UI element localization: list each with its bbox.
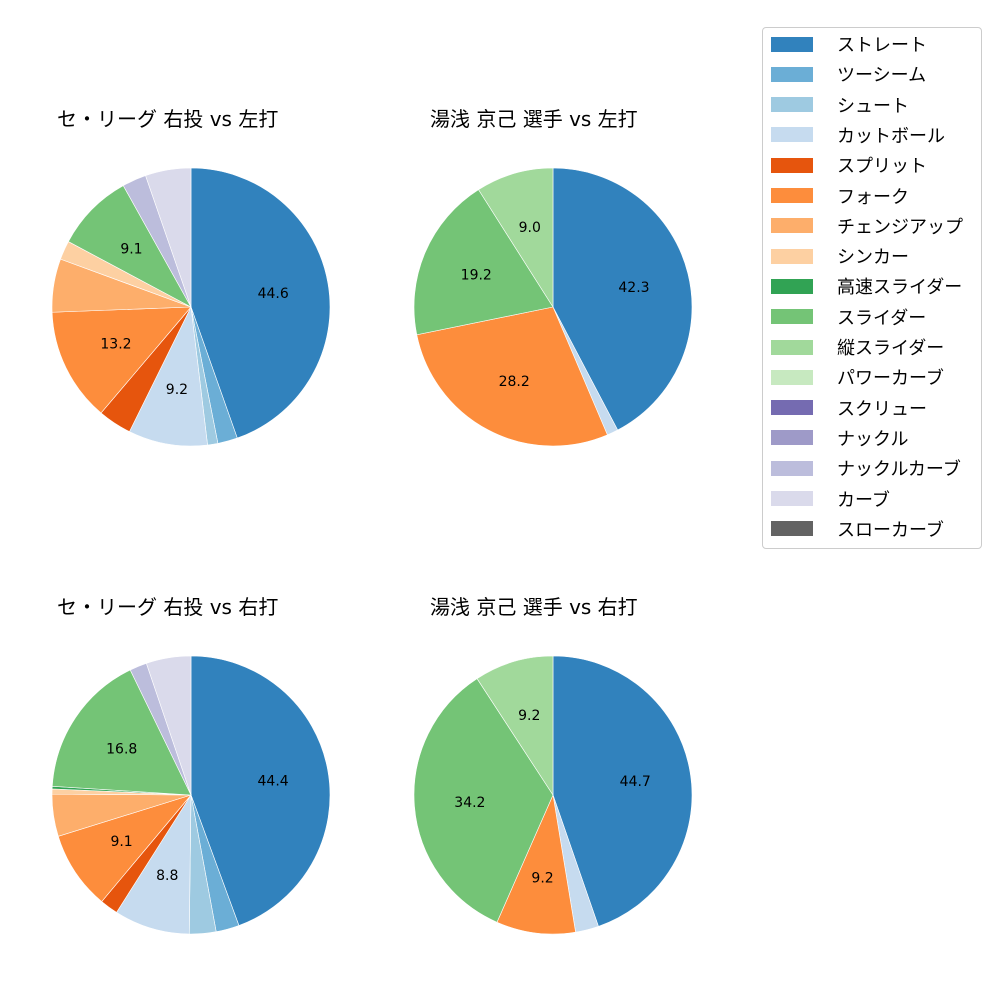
legend-item: 高速スライダー [771,273,962,299]
pie-slice [416,306,608,447]
chart-title-league-vs-left: セ・リーグ 右投 vs 左打 [57,107,279,131]
legend-swatch [771,521,813,537]
legend-swatch [771,309,813,325]
pie-slice [476,655,554,797]
legend-item: パワーカーブ [771,364,944,390]
legend-item: スライダー [771,304,926,330]
pie-slice [129,305,208,447]
pie-slice [51,306,192,414]
pie-value-label: 16.8 [106,742,137,758]
pie-value-label: 9.2 [531,871,553,887]
legend-swatch [771,248,813,264]
legend-label: フォーク [837,186,909,208]
legend-swatch [771,127,813,143]
pie-slice [496,793,576,935]
pie-value-label: 9.2 [518,708,540,724]
pie-value-label: 44.7 [620,774,651,790]
legend-swatch [771,36,813,52]
legend-item: シュート [771,92,909,118]
pie-slice [190,167,331,439]
legend-swatch [771,369,813,385]
legend-item: 縦スライダー [771,334,944,360]
legend-label: スクリュー [837,398,927,420]
legend-swatch [771,430,813,446]
chart-title-player-vs-right: 湯浅 京己 選手 vs 右打 [430,595,638,619]
pie-value-label: 9.0 [519,220,541,236]
legend-item: スローカーブ [771,516,944,542]
legend-label: シンカー [837,247,909,269]
legend-item: ストレート [771,31,927,57]
legend-label: 縦スライダー [837,338,945,359]
pie-value-label: 44.4 [258,773,289,789]
legend-swatch [771,188,813,203]
legend-item: スプリット [771,152,927,178]
legend-item: カーブ [771,486,890,512]
legend-label: シュート [837,95,909,117]
pie-value-label: 28.2 [499,374,530,390]
legend-item: ナックルカーブ [771,455,961,481]
legend-label: ナックル [837,428,909,450]
legend-item: フォーク [771,183,909,209]
legend: ストレートツーシームシュートカットボール スプリットフォークチェンジアップ シンカー… [762,27,982,549]
pie-slice [552,655,693,927]
chart-title-league-vs-right: セ・リーグ 右投 vs 右打 [57,595,279,619]
pie-value-label: 9.1 [110,834,132,850]
pie-slice [413,678,554,923]
legend-swatch [771,157,813,173]
legend-swatch [771,339,813,355]
pie-value-label: 19.2 [461,267,492,283]
legend-swatch [771,97,813,113]
legend-label: ツーシーム [837,65,927,87]
legend-swatch [771,400,813,416]
pie-slice [190,655,331,926]
legend-label: パワーカーブ [837,368,944,390]
legend-item: カットボール [771,122,945,148]
pie-value-label: 34.2 [454,795,485,811]
pie-slice [145,167,192,308]
pie-value-label: 9.2 [166,382,188,398]
pie-value-label: 42.3 [618,280,649,296]
pie-slice [413,189,554,336]
legend-label: カットボール [837,125,945,147]
pie-value-label: 8.8 [156,868,178,884]
legend-label: チェンジアップ [837,216,963,238]
legend-swatch [771,460,813,476]
legend-swatch [771,278,813,294]
legend-item: チェンジアップ [771,213,963,239]
legend-label: カーブ [837,489,890,511]
legend-swatch [771,491,813,506]
pie-slice [67,185,192,308]
legend-item: ナックル [771,425,908,451]
legend-item: スクリュー [771,395,927,421]
pie-value-label: 44.6 [258,286,289,302]
legend-label: ナックルカーブ [837,459,961,481]
legend-label: スプリット [837,156,927,178]
legend-item: ツーシーム [771,61,926,87]
legend-label: 高速スライダー [837,277,963,299]
legend-label: ストレート [837,35,927,56]
legend-item: シンカー [771,243,909,269]
legend-label: スローカーブ [837,519,944,541]
legend-label: スライダー [837,307,927,329]
pie-slice [552,167,693,431]
pie-slice [57,794,192,902]
legend-swatch [771,218,813,234]
pie-slice [51,669,192,796]
chart-title-player-vs-left: 湯浅 京己 選手 vs 左打 [430,107,638,131]
pie-value-label: 9.1 [120,242,142,258]
pie-slice [478,167,554,309]
pie-slice [146,655,192,796]
legend-swatch [771,66,813,82]
pie-value-label: 13.2 [100,336,131,352]
